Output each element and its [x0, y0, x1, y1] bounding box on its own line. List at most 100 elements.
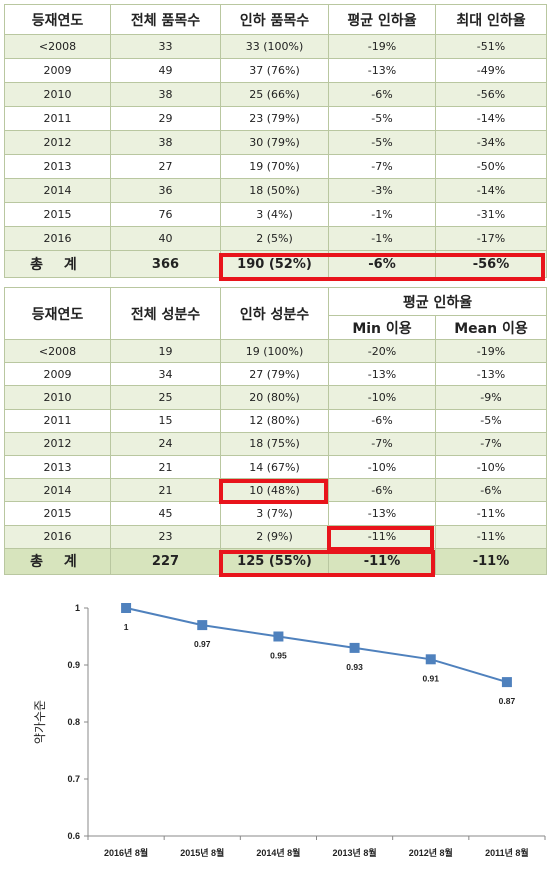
- table-cell: 15: [110, 408, 221, 433]
- table-cell: 366: [110, 250, 221, 278]
- column-header: 전체 성분수: [110, 287, 221, 340]
- table-cell: 2014: [4, 178, 111, 203]
- table-row: 2012 38 30 (79%) -5% -34%: [4, 130, 547, 155]
- data-point-marker: [425, 654, 436, 665]
- data-point-marker: [349, 642, 360, 653]
- table-cell: -13%: [328, 58, 436, 83]
- table-cell: 2012: [4, 431, 111, 456]
- table-cell: 2015: [4, 501, 111, 526]
- table-cell: 33: [110, 34, 221, 59]
- table-cell: -9%: [435, 385, 547, 410]
- y-tick-label: 0.9: [67, 660, 80, 670]
- table-header-row: 등재연도 전체 품목수 인하 품목수 평균 인하율 최대 인하율: [4, 4, 547, 35]
- total-label: 총 계: [4, 250, 111, 278]
- data-point-marker: [273, 631, 284, 642]
- table-row: 2013 21 14 (67%) -10% -10%: [4, 454, 547, 480]
- table-cell: 27 (79%): [220, 362, 329, 387]
- table-cell: 21: [110, 454, 221, 480]
- table-cell: -5%: [328, 130, 436, 155]
- table-cell: -19%: [328, 34, 436, 59]
- table-cell: 2016: [4, 226, 111, 251]
- table-cell: 40: [110, 226, 221, 251]
- column-header: 등재연도: [4, 4, 111, 35]
- data-point-marker: [501, 677, 512, 688]
- table-cell: 125 (55%): [220, 547, 329, 575]
- table-cell: 19 (100%): [220, 338, 329, 364]
- table-row: 2016 40 2 (5%) -1% -17%: [4, 226, 547, 251]
- table-cell: -7%: [328, 154, 436, 179]
- table-cell: 24: [110, 431, 221, 456]
- column-header: 전체 품목수: [110, 4, 221, 35]
- table-row: 2016 23 2 (9%) -11% -11%: [4, 524, 547, 549]
- y-tick-label: 0.8: [67, 717, 80, 727]
- table-cell: 2012: [4, 130, 111, 155]
- table-cell: 2013: [4, 154, 111, 179]
- total-row: 총 계 366 190 (52%) -6% -56%: [4, 250, 547, 278]
- table-row: 2013 27 19 (70%) -7% -50%: [4, 154, 547, 179]
- table-cell: -3%: [328, 178, 436, 203]
- table-cell: -51%: [435, 34, 547, 59]
- table-cell: -5%: [435, 408, 547, 433]
- table-cell: -6%: [435, 478, 547, 503]
- data-label: 0.95: [270, 651, 287, 661]
- series-line: [125, 607, 508, 684]
- table-cell: -50%: [435, 154, 547, 179]
- table-cell: 2014: [4, 478, 111, 503]
- table-row: 2015 76 3 (4%) -1% -31%: [4, 202, 547, 227]
- x-tick-label: 2012년 8월: [409, 847, 453, 858]
- table-row: 2010 38 25 (66%) -6% -56%: [4, 82, 547, 107]
- x-tick-label: 2011년 8월: [485, 847, 529, 858]
- table-cell: -19%: [435, 338, 547, 364]
- table-cell: -6%: [328, 408, 436, 433]
- table-cell: 36: [110, 178, 221, 203]
- table-cell: -10%: [328, 454, 436, 480]
- table-row: 2014 21 10 (48%) -6% -6%: [4, 478, 547, 503]
- table-row: 2012 24 18 (75%) -7% -7%: [4, 431, 547, 456]
- table-cell: 2016: [4, 524, 111, 549]
- data-point-marker: [121, 603, 132, 613]
- table-cell: 45: [110, 501, 221, 526]
- data-label: 0.91: [422, 673, 439, 683]
- table-cell: -7%: [435, 431, 547, 456]
- table-cell: -11%: [328, 524, 436, 549]
- column-header: 인하 품목수: [220, 4, 329, 35]
- table-cell: -10%: [328, 385, 436, 410]
- table-row: 2014 36 18 (50%) -3% -14%: [4, 178, 547, 203]
- table-cell: 2011: [4, 106, 111, 131]
- table-cell: -11%: [435, 524, 547, 549]
- table-cell: 2009: [4, 58, 111, 83]
- table-cell: -49%: [435, 58, 547, 83]
- column-header: 등재연도: [4, 287, 111, 340]
- table-cell: 25: [110, 385, 221, 410]
- y-tick-label: 1: [75, 603, 80, 613]
- table-cell: 190 (52%): [220, 250, 329, 278]
- column-header: 평균 인하율: [328, 287, 547, 316]
- x-tick-label: 2013년 8월: [333, 847, 377, 858]
- table-cell: 49: [110, 58, 221, 83]
- table-cell: 2010: [4, 385, 111, 410]
- table-cell: 19: [110, 338, 221, 364]
- table-cell: -13%: [435, 362, 547, 387]
- table-cell: 3 (7%): [220, 501, 329, 526]
- table-cell: -11%: [328, 547, 436, 575]
- table-cell: 76: [110, 202, 221, 227]
- table-cell: 10 (48%): [220, 478, 329, 503]
- table-cell: 18 (50%): [220, 178, 329, 203]
- column-header: 최대 인하율: [435, 4, 547, 35]
- table-cell: -56%: [435, 250, 547, 278]
- table-cell: 29: [110, 106, 221, 131]
- table-cell: <2008: [4, 338, 111, 364]
- data-label: 0.87: [499, 696, 516, 706]
- table-cell: 23: [110, 524, 221, 549]
- table-cell: -6%: [328, 478, 436, 503]
- table-cell: -17%: [435, 226, 547, 251]
- table-cell: 34: [110, 362, 221, 387]
- column-header: 평균 인하율: [328, 4, 436, 35]
- table-cell: 2011: [4, 408, 111, 433]
- table-cell: -13%: [328, 362, 436, 387]
- table-cell: -13%: [328, 501, 436, 526]
- table-cell: 38: [110, 82, 221, 107]
- table-cell: -56%: [435, 82, 547, 107]
- table-cell: 27: [110, 154, 221, 179]
